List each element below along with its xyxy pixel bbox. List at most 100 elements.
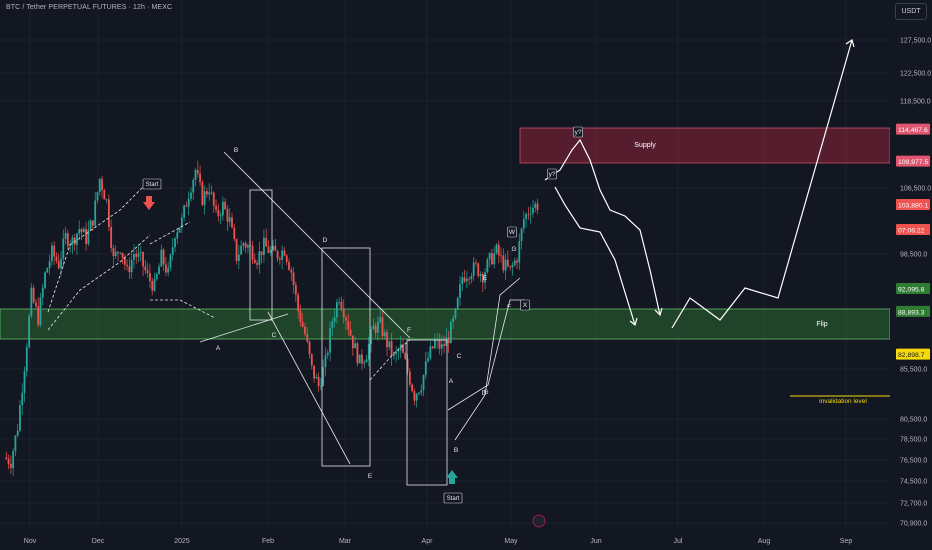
projection-path-low [554, 186, 636, 326]
candle-body [269, 249, 272, 253]
channel-dashes-mid-upper [149, 221, 191, 245]
candle-body [408, 371, 411, 385]
y-tick-label: 122,500.0 [900, 71, 931, 78]
candle-body [509, 266, 512, 268]
candle-body [536, 203, 539, 211]
candle-body [50, 245, 53, 262]
candle-body [267, 246, 270, 253]
candle-body [208, 192, 211, 195]
wave-label: E [368, 473, 373, 480]
symbol-title: BTC / Tether PERPETUAL FUTURES · 12h · M… [6, 4, 173, 11]
candle-body [402, 344, 404, 353]
candle-body [283, 250, 286, 256]
candle-body [82, 228, 85, 233]
x-tick-label: Sep [840, 538, 853, 545]
time-axis: Nov Dec 2025 Feb Mar Apr May Jun Jul Aug Sep [24, 538, 853, 545]
candle-body [149, 272, 151, 282]
candle-body [76, 233, 78, 245]
candle-body [504, 259, 507, 271]
candle-body [511, 265, 514, 268]
candle-body [317, 376, 320, 386]
candle-body [527, 214, 530, 215]
candle-body [397, 350, 400, 352]
candle-body [9, 464, 12, 469]
wave-label: F [407, 327, 411, 334]
wave-label: A [216, 345, 221, 352]
correction-box-b [249, 189, 273, 321]
price-label-bg [896, 348, 930, 360]
candle-body [256, 262, 258, 265]
candle-body [123, 258, 126, 265]
wave-label: G [483, 389, 488, 396]
y-tick-label: 127,500.0 [900, 38, 931, 45]
candle-body [85, 228, 87, 244]
wave-label-box [573, 126, 583, 138]
candle-body [525, 214, 528, 220]
currency-button[interactable]: USDT [895, 3, 927, 20]
candle-body [89, 220, 92, 230]
candle-body [237, 254, 240, 261]
candle-body [155, 274, 158, 280]
candle-body [518, 241, 521, 263]
price-axis-bg [890, 0, 932, 550]
candle-body [41, 287, 44, 298]
wave-label: Start [146, 182, 159, 188]
candle-body [506, 259, 509, 267]
candle-body [349, 329, 352, 336]
candle-body [301, 322, 304, 327]
candle-body [48, 261, 51, 269]
candle-body [244, 243, 247, 248]
y-tick-label: 76,500.0 [900, 458, 927, 465]
candle-body [19, 405, 21, 431]
candle-body [37, 306, 40, 325]
price-label-bg [896, 123, 930, 135]
candle-body [361, 354, 363, 364]
candle-body [98, 178, 101, 193]
candle-body [231, 217, 233, 228]
wave-label: F [507, 304, 511, 311]
candle-body [493, 253, 496, 265]
candle-body [217, 209, 220, 216]
grid-lines [0, 0, 890, 530]
flip-zone [0, 308, 891, 340]
price-label-bg [896, 283, 930, 295]
candle-body [96, 192, 99, 201]
candle-body [66, 233, 69, 246]
candle-body [121, 252, 124, 259]
candle-body [64, 233, 67, 239]
candle-body [395, 351, 398, 355]
candle-body [158, 266, 160, 275]
candle-body [144, 266, 147, 271]
candle-body [347, 320, 350, 330]
y-tick-label: 80,500.0 [900, 417, 927, 424]
wave-label-box [507, 226, 517, 238]
candle-body [162, 249, 165, 265]
candle-body [101, 178, 103, 191]
candle-body [167, 267, 170, 273]
wave-label: B [454, 447, 458, 454]
candle-body [338, 301, 341, 303]
candle-body [392, 354, 395, 357]
candle-body [356, 343, 359, 364]
candle-body [128, 266, 131, 273]
candle-body [427, 358, 429, 362]
projection-path-long [671, 39, 853, 329]
candle-body [210, 192, 213, 194]
flip-zone-label: Flip [816, 321, 827, 328]
candle-body [139, 252, 142, 254]
price-label: 82,898.7 [898, 352, 925, 359]
candle-body [215, 205, 217, 210]
candle-body [463, 277, 466, 282]
wave-label: C [272, 332, 277, 339]
candle-body [25, 346, 28, 372]
start-arrow-red [143, 196, 155, 210]
wave-label: Start [447, 496, 460, 502]
candle-body [479, 273, 482, 276]
candle-body [324, 355, 327, 368]
candle-body [454, 308, 457, 319]
wave-wedge-lower [447, 299, 525, 411]
x-tick-label: Aug [758, 538, 771, 545]
candle-body [383, 332, 386, 336]
candle-body [388, 341, 391, 348]
